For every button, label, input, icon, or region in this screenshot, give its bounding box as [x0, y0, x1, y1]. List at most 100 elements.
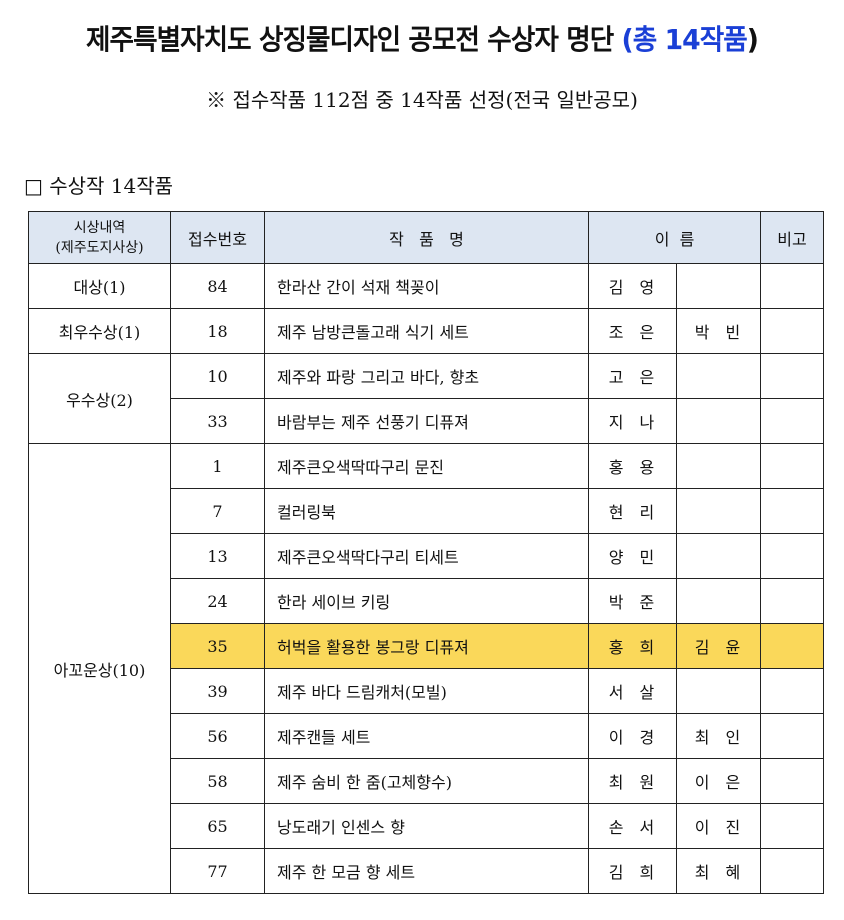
winner-name-1: 현리 — [588, 488, 677, 534]
title-total: (총 14작품 — [621, 23, 748, 56]
header-work: 작 품 명 — [264, 211, 589, 264]
header-award-label: 시상내역 — [73, 219, 126, 236]
entry-number: 39 — [170, 668, 265, 714]
work-title: 제주 남방큰돌고래 식기 세트 — [264, 308, 589, 354]
work-title: 바람부는 제주 선풍기 디퓨져 — [264, 398, 589, 444]
note-cell — [760, 353, 824, 399]
winner-name-1: 김희 — [588, 848, 677, 894]
note-cell — [760, 803, 824, 849]
entry-number: 58 — [170, 758, 265, 804]
table-row: 77 제주 한 모금 향 세트 김희 최혜 — [29, 848, 824, 894]
header-award: 시상내역 (제주도지사상) — [28, 211, 171, 264]
winner-name-2 — [676, 488, 761, 534]
entry-number: 13 — [170, 533, 265, 579]
table-row: 33 바람부는 제주 선풍기 디퓨져 지나 — [29, 398, 824, 444]
subtitle: ※ 접수작품 112점 중 14작품 선정(전국 일반공모) — [206, 88, 638, 112]
award-cell: 우수상(2) — [28, 353, 171, 444]
note-cell — [760, 263, 824, 309]
winner-name-1: 고은 — [588, 353, 677, 399]
entry-number: 35 — [170, 623, 265, 669]
work-title: 제주큰오색딱다구리 티세트 — [264, 533, 589, 579]
entry-number: 24 — [170, 578, 265, 624]
note-cell — [760, 398, 824, 444]
entry-number: 18 — [170, 308, 265, 354]
winners-table: 시상내역 (제주도지사상) 접수번호 작 품 명 이 름 비고 대상(1) 84 한라… — [28, 211, 824, 894]
table-row: 58 제주 숨비 한 줌(고체향수) 최원 이은 — [29, 758, 824, 804]
table-header-row: 시상내역 (제주도지사상) 접수번호 작 품 명 이 름 비고 — [28, 211, 824, 264]
winner-name-2 — [676, 263, 761, 309]
winner-name-1: 최원 — [588, 758, 677, 804]
work-title: 컬러링북 — [264, 488, 589, 534]
winner-name-1: 조은 — [588, 308, 677, 354]
entry-number: 65 — [170, 803, 265, 849]
winner-name-1: 양민 — [588, 533, 677, 579]
winner-name-1: 서살 — [588, 668, 677, 714]
note-cell — [760, 668, 824, 714]
winner-name-2 — [676, 578, 761, 624]
note-cell — [760, 758, 824, 804]
note-cell — [760, 488, 824, 534]
work-title: 한라산 간이 석재 책꽂이 — [264, 263, 589, 309]
winner-name-2 — [676, 533, 761, 579]
table-row: 대상(1) 84 한라산 간이 석재 책꽂이 김영 — [28, 263, 824, 309]
entry-number: 10 — [170, 353, 265, 399]
note-cell — [760, 578, 824, 624]
winner-name-2 — [676, 668, 761, 714]
work-title: 제주큰오색딱따구리 문진 — [264, 443, 589, 489]
winner-name-1: 김영 — [588, 263, 677, 309]
winner-name-1: 박준 — [588, 578, 677, 624]
header-award-sub: (제주도지사상) — [55, 239, 144, 256]
note-cell — [760, 848, 824, 894]
note-cell — [760, 533, 824, 579]
entry-number: 1 — [170, 443, 265, 489]
winner-name-2 — [676, 353, 761, 399]
table-row: 7 컬러링북 현리 — [29, 488, 824, 534]
table-row: 13 제주큰오색딱다구리 티세트 양민 — [29, 533, 824, 579]
work-title: 허벅을 활용한 봉그랑 디퓨져 — [264, 623, 589, 669]
title-close: ) — [746, 23, 759, 56]
table-row: 35 허벅을 활용한 봉그랑 디퓨져 홍희 김윤 — [29, 623, 824, 669]
work-title: 제주와 파랑 그리고 바다, 향초 — [264, 353, 589, 399]
work-title: 제주 바다 드림캐처(모빌) — [264, 668, 589, 714]
entry-number: 7 — [170, 488, 265, 534]
winner-name-2: 박빈 — [676, 308, 761, 354]
section-heading: □ 수상작 14작품 — [24, 174, 174, 198]
winner-name-2: 이은 — [676, 758, 761, 804]
winner-name-2: 김윤 — [676, 623, 761, 669]
entry-number: 77 — [170, 848, 265, 894]
work-title: 낭도래기 인센스 향 — [264, 803, 589, 849]
header-number: 접수번호 — [170, 211, 265, 264]
winner-name-2: 최인 — [676, 713, 761, 759]
work-title: 제주캔들 세트 — [264, 713, 589, 759]
note-cell — [760, 443, 824, 489]
work-title: 한라 세이브 키링 — [264, 578, 589, 624]
winner-name-2 — [676, 398, 761, 444]
winner-name-1: 홍희 — [588, 623, 677, 669]
entry-number: 84 — [170, 263, 265, 309]
note-cell — [760, 308, 824, 354]
work-title: 제주 숨비 한 줌(고체향수) — [264, 758, 589, 804]
winner-name-1: 손서 — [588, 803, 677, 849]
entry-number: 56 — [170, 713, 265, 759]
winner-name-1: 홍용 — [588, 443, 677, 489]
table-row: 24 한라 세이브 키링 박준 — [29, 578, 824, 624]
title-main: 제주특별자치도 상징물디자인 공모전 수상자 명단 — [86, 23, 622, 56]
header-name: 이 름 — [588, 211, 761, 264]
award-cell: 아꼬운상(10) — [28, 443, 171, 894]
table-row: 우수상(2) 10 제주와 파랑 그리고 바다, 향초 고은 — [28, 353, 824, 444]
entry-number: 33 — [170, 398, 265, 444]
winner-name-1: 이경 — [588, 713, 677, 759]
table-row: 아꼬운상(10) 1 제주큰오색딱따구리 문진 홍용 — [28, 443, 824, 894]
winner-name-2: 최혜 — [676, 848, 761, 894]
note-cell — [760, 623, 824, 669]
table-row: 최우수상(1) 18 제주 남방큰돌고래 식기 세트 조은 박빈 — [28, 308, 824, 354]
table-row: 39 제주 바다 드림캐처(모빌) 서살 — [29, 668, 824, 714]
note-cell — [760, 713, 824, 759]
winner-name-2: 이진 — [676, 803, 761, 849]
winner-name-1: 지나 — [588, 398, 677, 444]
award-cell: 최우수상(1) — [28, 308, 171, 354]
table-row: 65 낭도래기 인센스 향 손서 이진 — [29, 803, 824, 849]
header-note: 비고 — [760, 211, 824, 264]
winner-name-2 — [676, 443, 761, 489]
document-title: 제주특별자치도 상징물디자인 공모전 수상자 명단 (총 14작품) — [21, 18, 823, 58]
